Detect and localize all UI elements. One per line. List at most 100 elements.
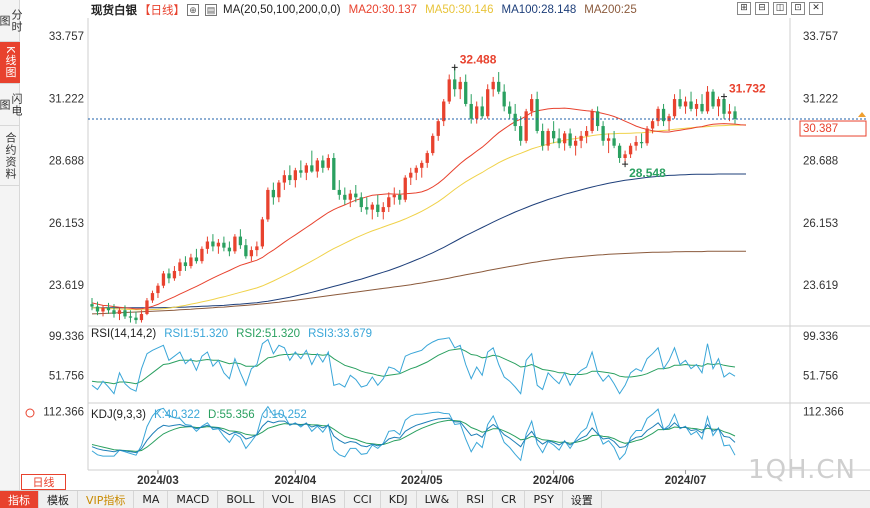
candle-body	[486, 89, 490, 117]
kdj-legend: KDJ(9,3,3) K:40.322 D:55.356 J:10.252	[91, 409, 307, 421]
kdj-settings-icon	[25, 408, 35, 418]
candle-body	[480, 106, 484, 117]
candle-body	[321, 160, 325, 168]
candle-body	[139, 313, 144, 321]
rsi1-value: RSI1:51.320	[164, 328, 229, 340]
side-tab-kline[interactable]: K线图	[0, 42, 20, 84]
y-tick-left: 28.688	[49, 156, 84, 168]
indicator-tab-vip[interactable]: VIP指标	[78, 491, 135, 508]
candle-body	[348, 193, 352, 200]
candle-body	[233, 236, 237, 252]
indicator-tab-template[interactable]: 模板	[39, 491, 78, 508]
candle-body	[134, 317, 138, 321]
candle-body	[497, 81, 501, 92]
candle-body	[145, 300, 149, 314]
indicator-tab-boll[interactable]: BOLL	[218, 491, 264, 508]
candle-body	[414, 167, 418, 173]
candle-body	[403, 177, 407, 200]
kdj-j-value: J:10.252	[262, 409, 307, 421]
candle-body	[106, 307, 111, 311]
candle-body	[733, 111, 737, 119]
candle-body	[326, 157, 330, 168]
indicator-tab-ma[interactable]: MA	[134, 491, 169, 508]
indicator-tab-kdj[interactable]: KDJ	[381, 491, 417, 508]
y-tick-right: 31.222	[803, 94, 838, 106]
candle-body	[579, 135, 583, 141]
candle-body	[205, 241, 210, 249]
chart-svg: 33.757 33.757 31.222 31.222 28.688 28.688 26.1…	[25, 18, 870, 487]
window-controls: ⊞ ⊟ ◫ ⊡ ✕	[737, 2, 823, 16]
candle-body	[557, 138, 561, 144]
candle-body	[617, 145, 622, 158]
kdj-k-value: K:40.322	[153, 409, 201, 421]
chart-style-icon[interactable]: ▤	[205, 4, 217, 16]
kdj-d-value: D:55.356	[208, 409, 255, 421]
high-annotation: 31.732	[729, 82, 766, 96]
candle-body	[216, 242, 221, 247]
candle-body	[700, 103, 704, 112]
candle-body	[310, 165, 314, 172]
indicator-tab-psy[interactable]: PSY	[525, 491, 563, 508]
candle-body	[562, 133, 567, 144]
indicator-tab-rsi[interactable]: RSI	[458, 491, 494, 508]
candle-body	[365, 207, 369, 210]
candle-body	[392, 194, 396, 198]
candle-body	[601, 126, 605, 141]
indicator-tab-vol[interactable]: VOL	[264, 491, 303, 508]
candle-body	[167, 273, 171, 279]
indicator-tab-bias[interactable]: BIAS	[303, 491, 346, 508]
last-price-label: 30.387	[803, 123, 838, 135]
candle-body	[123, 310, 127, 317]
indicator-tab-cci[interactable]: CCI	[345, 491, 381, 508]
y-tick-right: 33.757	[803, 31, 838, 43]
ma100-line	[92, 173, 746, 309]
candle-body	[639, 142, 644, 144]
indicator-tab-settings[interactable]: 设置	[563, 491, 602, 508]
close-icon[interactable]: ✕	[809, 2, 823, 15]
indicator-tab-lw[interactable]: LW&	[417, 491, 459, 508]
candle-body	[650, 121, 655, 129]
candle-body	[288, 175, 292, 181]
y-tick-right: 23.619	[803, 280, 838, 292]
y-tick-left: 26.153	[49, 218, 84, 230]
candle-body	[282, 175, 286, 183]
high-annotation: 32.488	[460, 52, 497, 66]
last-price-box	[799, 120, 867, 137]
candle-body	[584, 130, 589, 136]
y-tick-left: 23.619	[49, 280, 84, 292]
indicator-bar: 指标 模板 VIP指标 MA MACD BOLL VOL BIAS CCI KD…	[0, 490, 870, 508]
rsi-y-tick-right: 99.336	[803, 331, 838, 343]
candle-body	[156, 285, 160, 294]
indicator-tab-macd[interactable]: MACD	[168, 491, 219, 508]
candle-body	[370, 204, 374, 210]
period-tab-daily[interactable]: 日线	[21, 474, 66, 490]
candle-body	[337, 189, 341, 195]
side-tab-contract[interactable]: 合约资料	[0, 126, 20, 186]
rsi-y-tick-left: 51.756	[49, 371, 84, 383]
candle-body	[343, 194, 347, 200]
ma50-value: MA50:30.146	[425, 4, 494, 16]
candle-body	[304, 165, 308, 173]
indicator-tab-indicators[interactable]: 指标	[0, 491, 39, 508]
x-tick-label: 2024/05	[401, 475, 443, 487]
candle-body	[161, 273, 166, 286]
legend-period[interactable]: 【日线】	[139, 5, 185, 17]
side-tab-flash[interactable]: 闪电图	[0, 84, 23, 126]
candle-body	[150, 293, 155, 301]
add-icon[interactable]: ⊕	[187, 4, 199, 16]
candle-body	[420, 162, 424, 168]
candle-body	[727, 111, 732, 114]
candle-body	[354, 193, 358, 198]
zoom-in-icon[interactable]: ⊞	[737, 2, 751, 15]
side-tab-timeshare[interactable]: 分时图	[0, 0, 23, 42]
y-tick-left: 33.757	[49, 31, 84, 43]
indicator-tab-cr[interactable]: CR	[493, 491, 526, 508]
candle-body	[194, 257, 199, 262]
kdj-label: KDJ(9,3,3)	[91, 409, 146, 421]
candle-body	[431, 135, 435, 154]
candle-body	[678, 99, 682, 107]
restore-icon[interactable]: ◫	[773, 2, 787, 15]
zoom-out-icon[interactable]: ⊟	[755, 2, 769, 15]
candle-body	[672, 99, 677, 117]
fullscreen-icon[interactable]: ⊡	[791, 2, 805, 15]
